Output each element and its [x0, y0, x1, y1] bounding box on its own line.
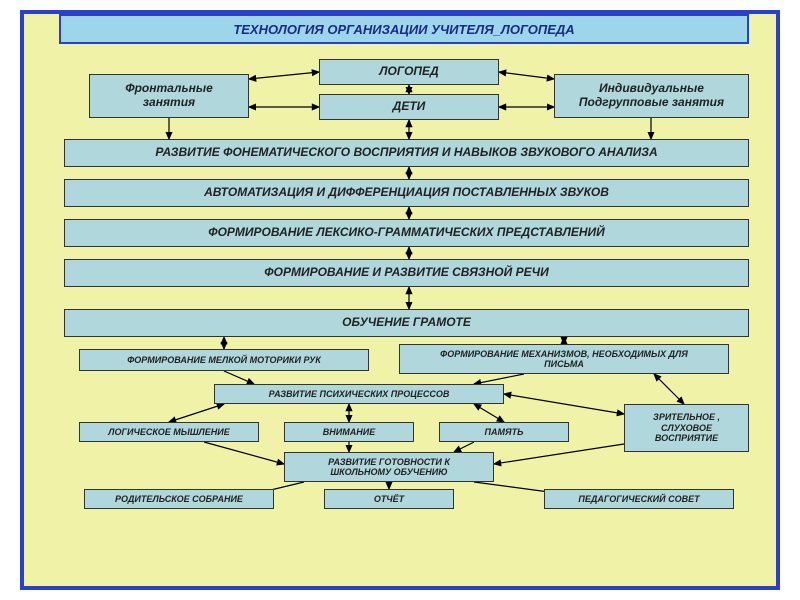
- node-psih: РАЗВИТИЕ ПСИХИЧЕСКИХ ПРОЦЕССОВ: [214, 384, 504, 404]
- node-deti: ДЕТИ: [319, 94, 499, 120]
- node-lexiko: ФОРМИРОВАНИЕ ЛЕКСИКО-ГРАММАТИЧЕСКИХ ПРЕД…: [64, 219, 749, 247]
- node-logoped: ЛОГОПЕД: [319, 59, 499, 85]
- node-indiv: Индивидуальные Подгрупповые занятия: [554, 74, 749, 118]
- node-pedsovet: ПЕДАГОГИЧЕСКИЙ СОВЕТ: [544, 489, 734, 509]
- diagram-frame: ТЕХНОЛОГИЯ ОРГАНИЗАЦИИ УЧИТЕЛЯ_ЛОГОПЕДА …: [20, 10, 780, 590]
- node-auto: АВТОМАТИЗАЦИЯ И ДИФФЕРЕНЦИАЦИЯ ПОСТАВЛЕН…: [64, 179, 749, 207]
- node-gotov: РАЗВИТИЕ ГОТОВНОСТИ К ШКОЛЬНОМУ ОБУЧЕНИЮ: [284, 452, 494, 482]
- node-rodit: РОДИТЕЛЬСКОЕ СОБРАНИЕ: [84, 489, 274, 509]
- node-logika: ЛОГИЧЕСКОЕ МЫШЛЕНИЕ: [79, 422, 259, 442]
- node-motorika: ФОРМИРОВАНИЕ МЕЛКОЙ МОТОРИКИ РУК: [79, 349, 369, 371]
- node-zrit: ЗРИТЕЛЬНОЕ , СЛУХОВОЕ ВОСПРИЯТИЕ: [624, 404, 749, 452]
- node-svyaz: ФОРМИРОВАНИЕ И РАЗВИТИЕ СВЯЗНОЙ РЕЧИ: [64, 259, 749, 287]
- node-otchet: ОТЧЁТ: [324, 489, 454, 509]
- node-vnimanie: ВНИМАНИЕ: [284, 422, 414, 442]
- node-gramota: ОБУЧЕНИЕ ГРАМОТЕ: [64, 309, 749, 337]
- node-pamyat: ПАМЯТЬ: [439, 422, 569, 442]
- diagram-title: ТЕХНОЛОГИЯ ОРГАНИЗАЦИИ УЧИТЕЛЯ_ЛОГОПЕДА: [59, 14, 749, 44]
- node-pismo: ФОРМИРОВАНИЕ МЕХАНИЗМОВ, НЕОБХОДИМЫХ ДЛЯ…: [399, 344, 729, 374]
- node-frontal: Фронтальные занятия: [89, 74, 249, 118]
- node-razv1: РАЗВИТИЕ ФОНЕМАТИЧЕСКОГО ВОСПРИЯТИЯ И НА…: [64, 139, 749, 167]
